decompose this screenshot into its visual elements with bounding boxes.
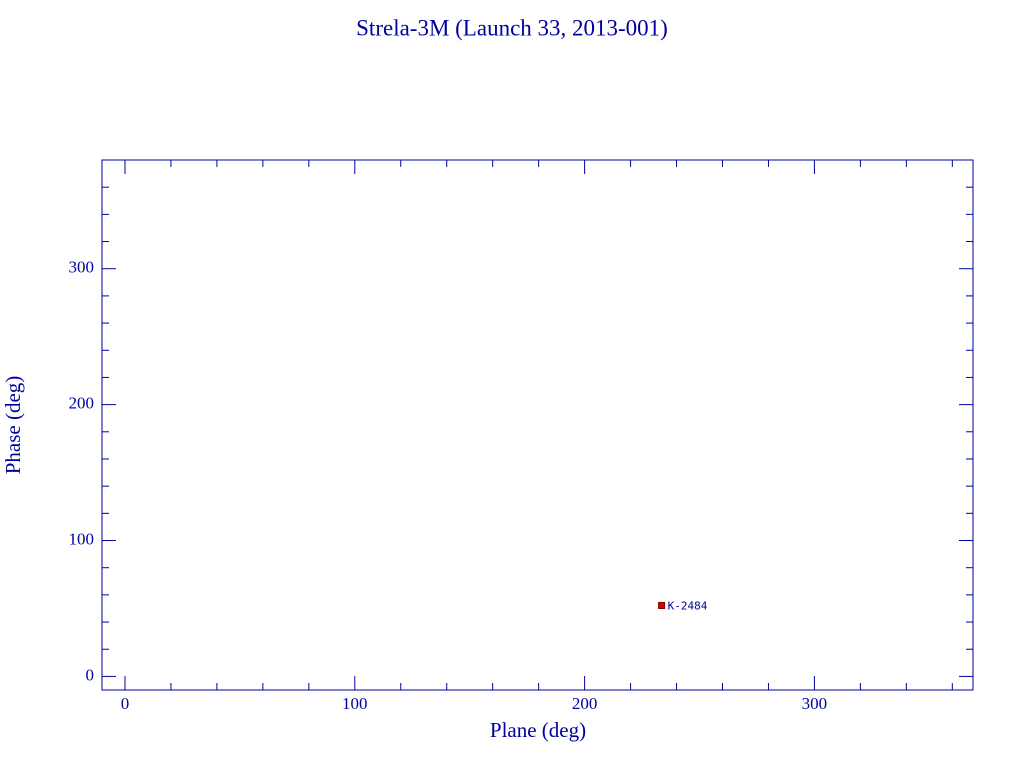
point-label: K-2484	[668, 599, 708, 612]
x-tick-label: 0	[121, 694, 130, 713]
chart-title: Strela-3M (Launch 33, 2013-001)	[356, 15, 668, 40]
y-tick-label: 200	[69, 394, 95, 413]
x-axis-label: Plane (deg)	[490, 718, 586, 742]
y-tick-label: 0	[86, 665, 95, 684]
x-tick-label: 200	[572, 694, 598, 713]
x-tick-label: 100	[342, 694, 368, 713]
x-tick-label: 300	[802, 694, 828, 713]
y-axis-label: Phase (deg)	[1, 376, 25, 475]
plot-frame	[101, 159, 974, 691]
point	[658, 601, 666, 609]
y-tick-label: 300	[69, 258, 95, 277]
y-tick-label: 100	[69, 529, 95, 548]
